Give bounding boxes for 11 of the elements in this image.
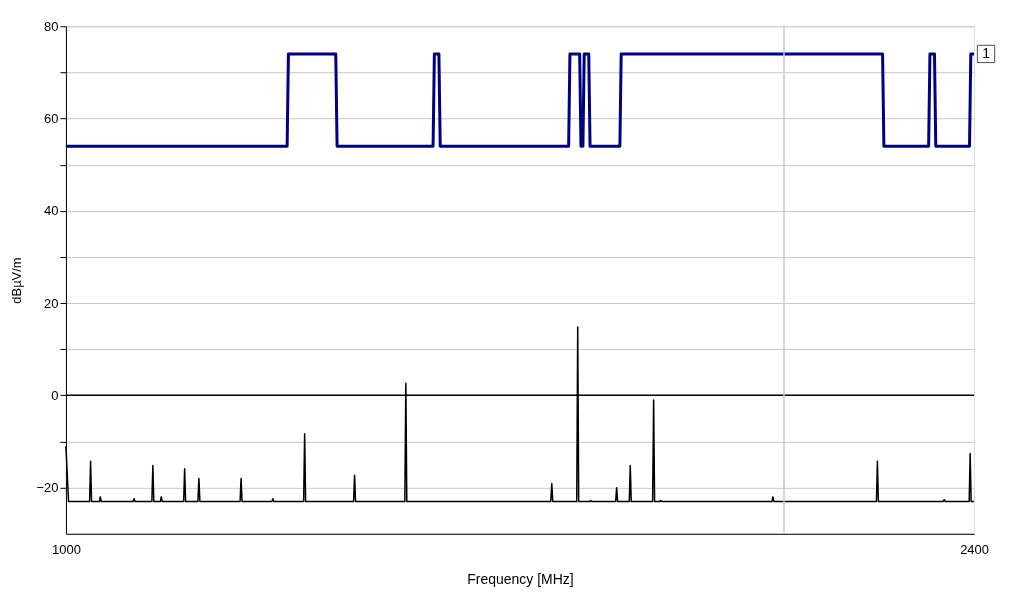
- y-tick-label: 20: [44, 295, 59, 311]
- y-tick-label: −20: [36, 480, 59, 496]
- annotation: 1: [982, 44, 991, 61]
- x-tick-label: 2400: [960, 542, 989, 558]
- y-axis-title: dBµV/m: [9, 257, 25, 304]
- x-axis-title: Frequency [MHz]: [467, 571, 574, 588]
- y-tick-label: 0: [51, 387, 59, 403]
- y-tick-label: 60: [44, 111, 59, 127]
- y-tick-label: 40: [44, 203, 59, 219]
- x-tick-label: 1000: [52, 542, 81, 558]
- y-tick-label: 80: [44, 18, 59, 34]
